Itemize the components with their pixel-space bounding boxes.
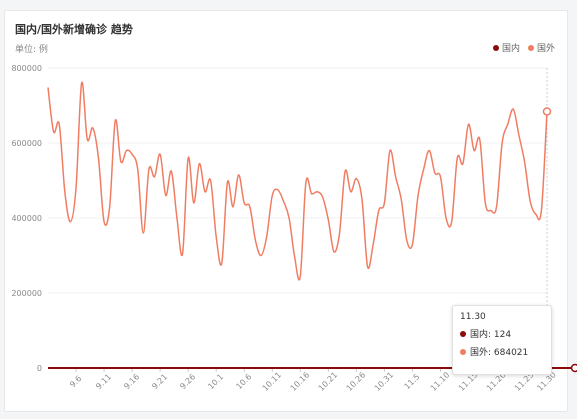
x-tick-label: 11.5 bbox=[403, 372, 422, 391]
tooltip-value-foreign: 国外: 684021 bbox=[470, 348, 529, 358]
tooltip-date: 11.30 bbox=[460, 312, 486, 322]
hover-point-domestic bbox=[570, 363, 577, 373]
legend-item-domestic[interactable]: 国内 bbox=[492, 41, 520, 54]
tooltip: 11.30 国内: 124 国外: 684021 bbox=[452, 305, 552, 375]
y-tick-label: 0 bbox=[37, 364, 42, 373]
tooltip-row-domestic: 国内: 124 bbox=[460, 327, 544, 340]
legend-label-foreign: 国外 bbox=[536, 44, 555, 54]
x-tick-label: 9.21 bbox=[150, 372, 169, 391]
x-tick-label: 10.1 bbox=[206, 372, 225, 391]
x-tick-label: 10.6 bbox=[234, 372, 253, 391]
tooltip-dot-foreign bbox=[460, 348, 466, 355]
y-tick-label: 200000 bbox=[11, 289, 42, 298]
x-tick-label: 10.31 bbox=[373, 370, 396, 393]
tooltip-value-domestic: 国内: 124 bbox=[470, 330, 512, 340]
hover-point-foreign bbox=[542, 107, 552, 116]
x-tick-label: 9.26 bbox=[178, 372, 197, 391]
tooltip-dot-domestic bbox=[460, 330, 466, 337]
tooltip-row-foreign: 国外: 684021 bbox=[460, 345, 544, 358]
y-tick-label: 800000 bbox=[11, 64, 42, 73]
series-line-foreign bbox=[47, 81, 548, 281]
legend: 国内 国外 bbox=[492, 41, 555, 54]
unit-label: 单位: 例 bbox=[15, 45, 48, 55]
x-tick-label: 11.10 bbox=[429, 370, 452, 393]
legend-dot-domestic bbox=[492, 44, 499, 51]
x-tick-label: 9.6 bbox=[68, 374, 83, 389]
legend-label-domestic: 国内 bbox=[501, 44, 520, 54]
legend-dot-foreign bbox=[527, 44, 534, 51]
y-tick-label: 600000 bbox=[11, 139, 42, 148]
x-tick-label: 9.11 bbox=[94, 372, 113, 391]
y-tick-label: 400000 bbox=[11, 214, 42, 223]
x-tick-label: 10.11 bbox=[261, 370, 284, 393]
x-tick-label: 9.16 bbox=[122, 372, 141, 391]
x-tick-label: 10.16 bbox=[289, 370, 312, 393]
chart-card: 国内/国外新增确诊 趋势 单位: 例 国内 国外 bbox=[4, 10, 568, 412]
x-tick-label: 10.26 bbox=[345, 370, 368, 393]
x-tick-label: 10.21 bbox=[317, 370, 340, 393]
legend-item-foreign[interactable]: 国外 bbox=[527, 41, 555, 54]
chart-title: 国内/国外新增确诊 趋势 bbox=[15, 23, 133, 36]
